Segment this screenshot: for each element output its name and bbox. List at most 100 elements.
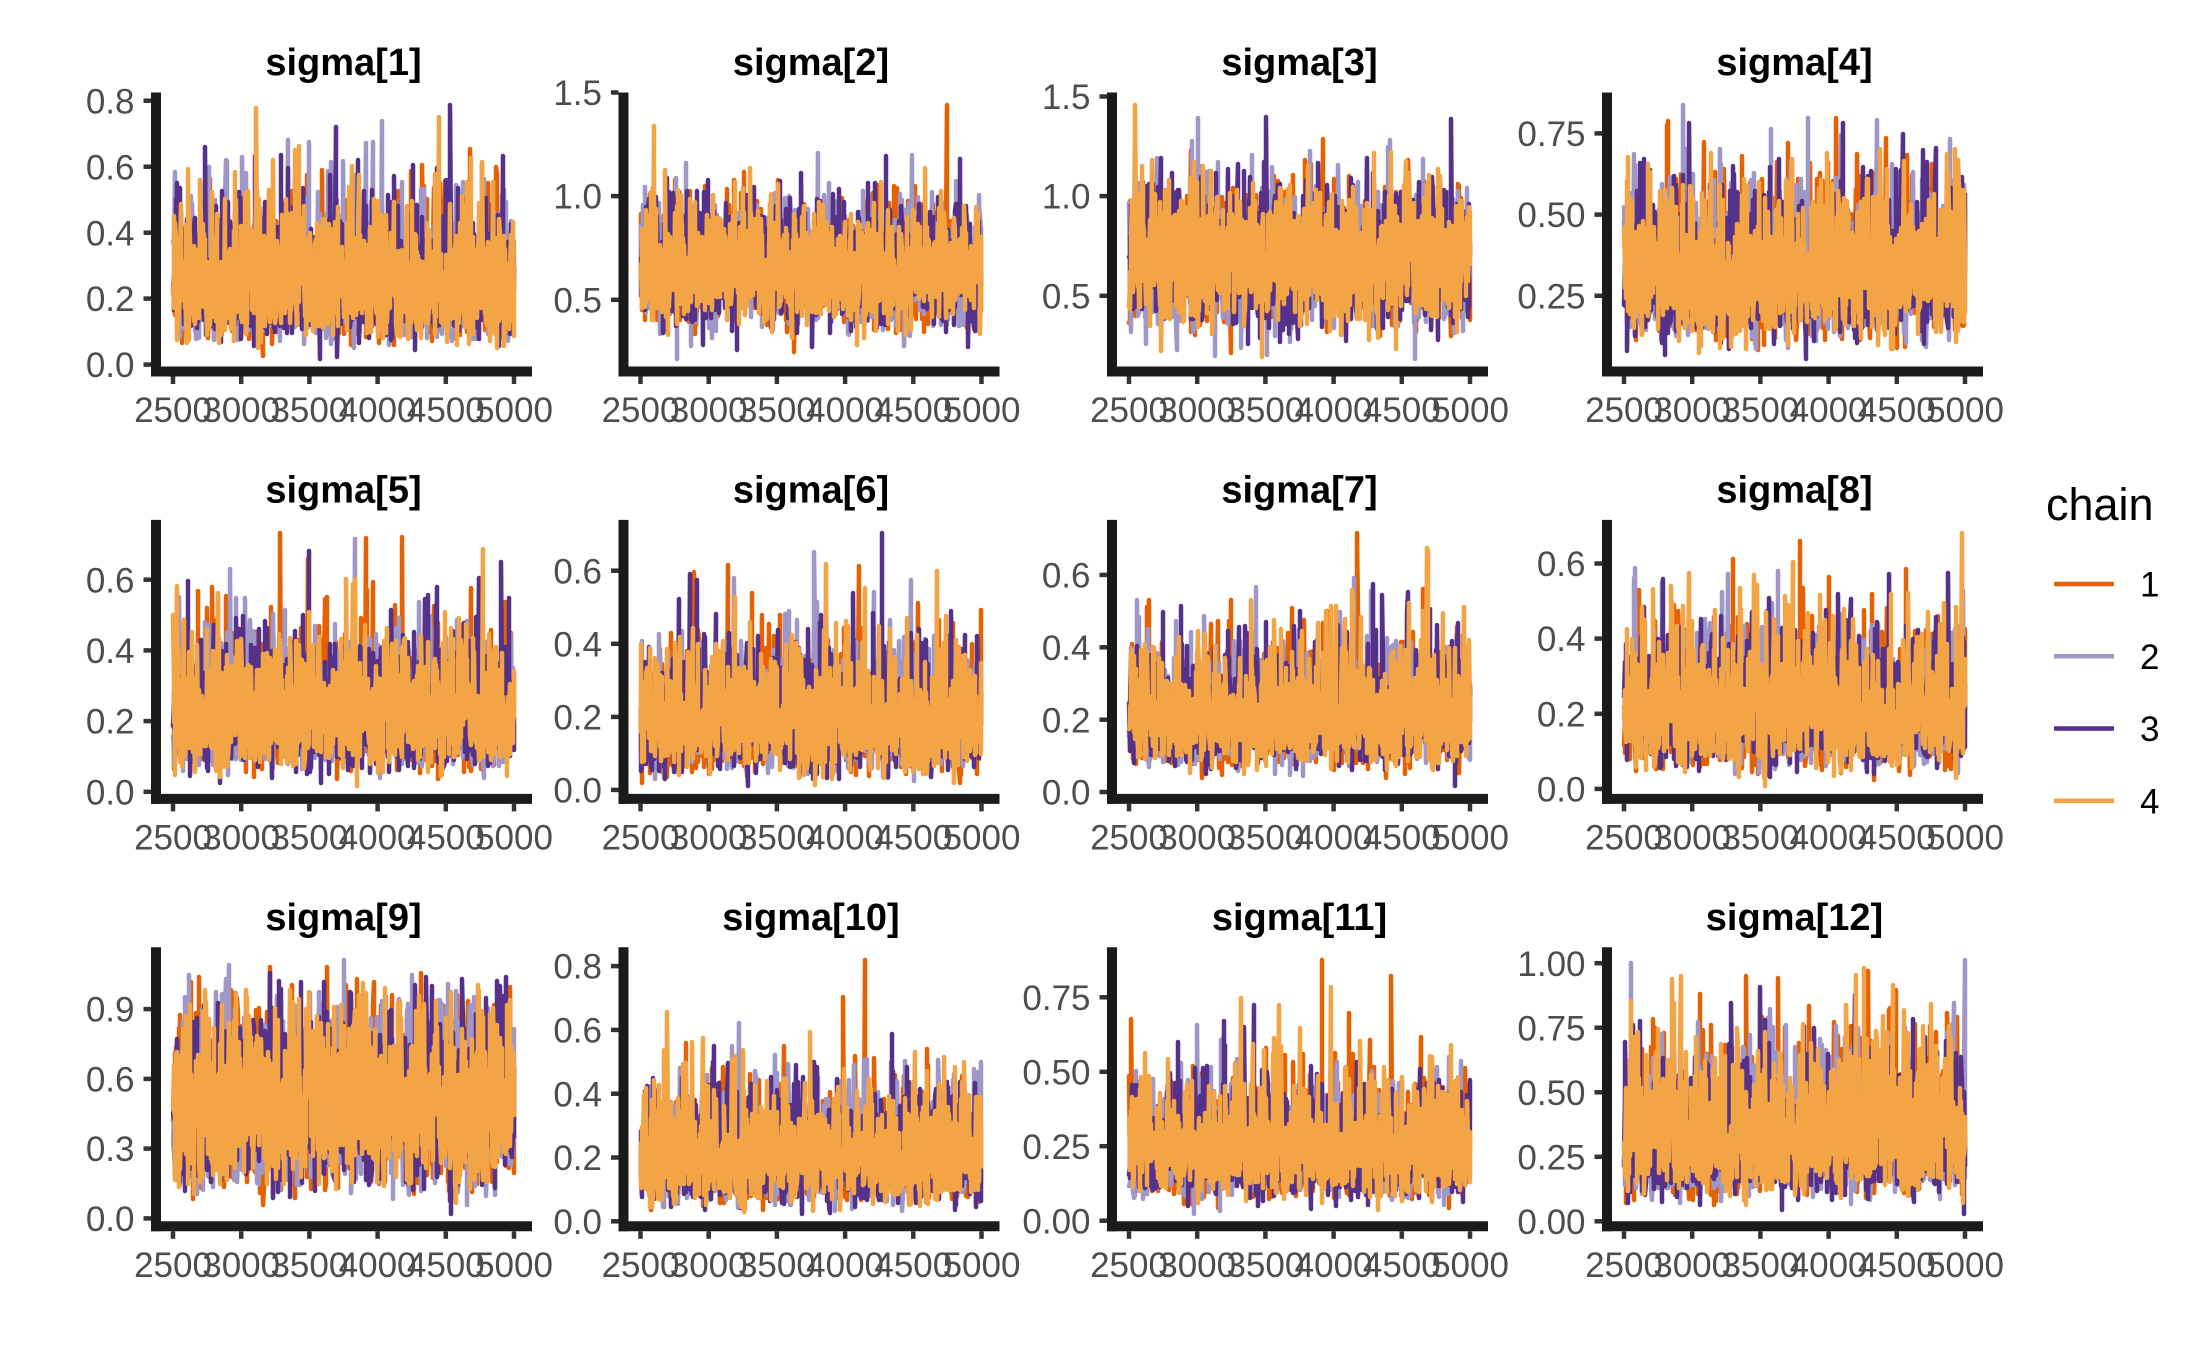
svg-text:3500: 3500 [270,1246,348,1285]
svg-text:4500: 4500 [874,391,952,430]
svg-text:4000: 4000 [339,1246,417,1285]
svg-text:3500: 3500 [270,391,348,430]
svg-text:4000: 4000 [339,819,417,858]
svg-text:0.6: 0.6 [86,561,135,600]
svg-text:sigma[5]: sigma[5] [265,470,421,512]
svg-text:sigma[1]: sigma[1] [265,42,421,84]
svg-text:4500: 4500 [1363,391,1441,430]
svg-text:4500: 4500 [407,391,485,430]
svg-text:3500: 3500 [270,819,348,858]
svg-text:0.6: 0.6 [553,552,602,591]
svg-text:4500: 4500 [874,819,952,858]
svg-text:3500: 3500 [738,391,816,430]
svg-text:0.50: 0.50 [1517,196,1585,235]
svg-text:4: 4 [2140,782,2159,821]
svg-text:0.4: 0.4 [86,632,135,671]
svg-text:0.5: 0.5 [553,281,602,320]
svg-text:3000: 3000 [202,1246,280,1285]
svg-text:4500: 4500 [1858,819,1936,858]
svg-text:1.00: 1.00 [1517,945,1585,984]
svg-text:3000: 3000 [202,819,280,858]
svg-text:chain: chain [2046,479,2154,530]
svg-text:0.25: 0.25 [1022,1128,1090,1167]
svg-text:0.0: 0.0 [86,773,135,812]
svg-text:4000: 4000 [1295,391,1373,430]
svg-text:sigma[7]: sigma[7] [1221,470,1377,512]
svg-text:3000: 3000 [1158,819,1236,858]
svg-text:2500: 2500 [1090,1246,1168,1285]
svg-text:3000: 3000 [670,391,748,430]
svg-text:5000: 5000 [475,819,553,858]
svg-text:4000: 4000 [806,819,884,858]
svg-text:0.25: 0.25 [1517,277,1585,316]
svg-text:0.4: 0.4 [1042,629,1091,668]
svg-text:4500: 4500 [407,1246,485,1285]
svg-text:0.0: 0.0 [86,1200,135,1239]
svg-text:0.6: 0.6 [1537,545,1586,584]
svg-text:4000: 4000 [1790,1246,1868,1285]
svg-text:2500: 2500 [602,1246,680,1285]
svg-text:sigma[10]: sigma[10] [722,897,899,939]
svg-text:3500: 3500 [1226,1246,1304,1285]
svg-text:0.00: 0.00 [1517,1203,1585,1242]
svg-text:4000: 4000 [1295,1246,1373,1285]
svg-text:0.0: 0.0 [86,346,135,385]
svg-text:0.6: 0.6 [553,1012,602,1051]
svg-text:3500: 3500 [1721,1246,1799,1285]
svg-text:3000: 3000 [1653,391,1731,430]
svg-text:4000: 4000 [806,391,884,430]
svg-text:2500: 2500 [134,819,212,858]
svg-text:3: 3 [2140,710,2159,749]
svg-text:4500: 4500 [1363,1246,1441,1285]
svg-text:0.0: 0.0 [553,1203,602,1242]
svg-text:5000: 5000 [1926,819,2004,858]
svg-text:4000: 4000 [806,1246,884,1285]
svg-text:4500: 4500 [874,1246,952,1285]
svg-text:0.50: 0.50 [1022,1053,1090,1092]
svg-text:5000: 5000 [943,391,1021,430]
svg-text:0.2: 0.2 [553,1139,602,1178]
svg-text:1.0: 1.0 [1042,178,1091,217]
svg-text:4500: 4500 [1858,1246,1936,1285]
svg-text:5000: 5000 [475,391,553,430]
svg-text:0.4: 0.4 [1537,620,1586,659]
svg-text:sigma[11]: sigma[11] [1212,897,1387,939]
svg-text:0.0: 0.0 [1042,774,1091,813]
svg-text:0.3: 0.3 [86,1130,135,1169]
svg-text:0.9: 0.9 [86,991,135,1030]
svg-text:sigma[6]: sigma[6] [733,470,889,512]
svg-text:4000: 4000 [1790,819,1868,858]
svg-text:5000: 5000 [1926,1246,2004,1285]
svg-text:3500: 3500 [1721,819,1799,858]
svg-text:2500: 2500 [602,391,680,430]
svg-text:5000: 5000 [943,819,1021,858]
svg-text:0.4: 0.4 [553,1075,602,1114]
svg-text:4000: 4000 [1295,819,1373,858]
svg-text:3500: 3500 [1226,819,1304,858]
svg-text:1: 1 [2140,566,2159,605]
svg-text:2500: 2500 [1585,819,1663,858]
svg-text:4000: 4000 [339,391,417,430]
svg-text:0.4: 0.4 [553,625,602,664]
svg-text:0.2: 0.2 [1537,695,1586,734]
svg-text:0.2: 0.2 [1042,701,1091,740]
svg-text:0.2: 0.2 [86,703,135,742]
svg-text:0.6: 0.6 [86,1061,135,1100]
svg-text:4500: 4500 [407,819,485,858]
svg-text:0.8: 0.8 [553,948,602,987]
svg-text:3000: 3000 [1158,1246,1236,1285]
svg-text:3000: 3000 [1653,1246,1731,1285]
svg-text:4000: 4000 [1790,391,1868,430]
svg-text:0.6: 0.6 [1042,557,1091,596]
svg-text:sigma[3]: sigma[3] [1221,42,1377,84]
svg-text:0.2: 0.2 [86,280,135,319]
svg-text:sigma[12]: sigma[12] [1706,897,1883,939]
svg-text:0.0: 0.0 [553,772,602,811]
svg-text:2500: 2500 [1585,1246,1663,1285]
svg-text:0.4: 0.4 [86,214,135,253]
svg-text:5000: 5000 [1431,819,1509,858]
svg-text:3000: 3000 [670,819,748,858]
svg-text:3000: 3000 [670,1246,748,1285]
svg-text:0.25: 0.25 [1517,1138,1585,1177]
svg-text:3500: 3500 [1721,391,1799,430]
